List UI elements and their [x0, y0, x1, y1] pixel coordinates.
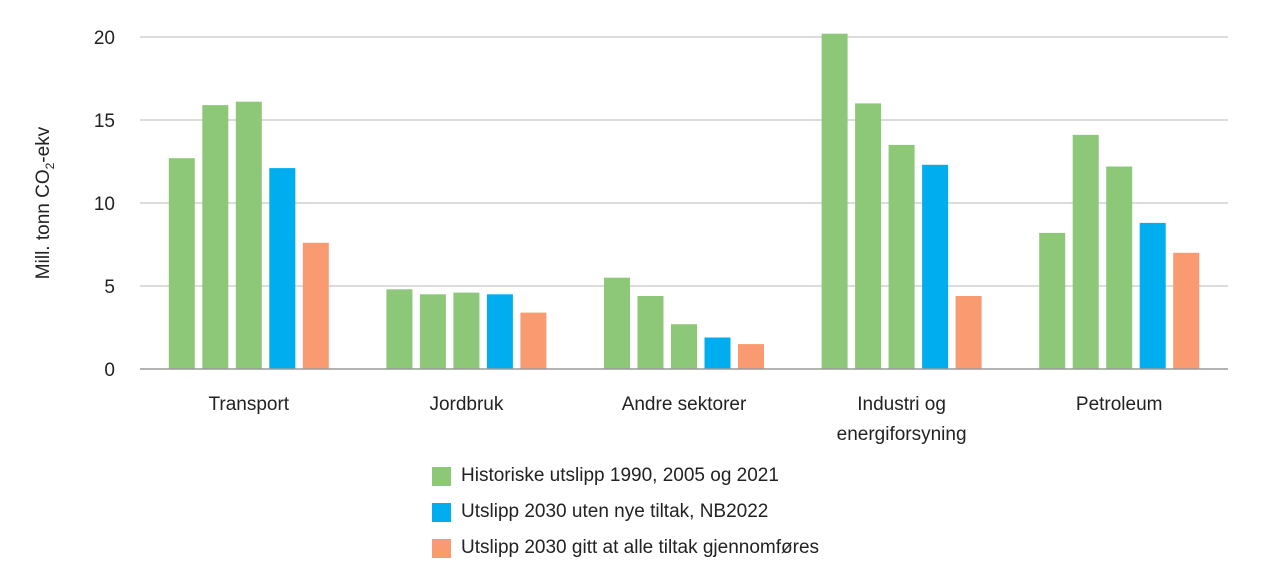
y-tick-label: 15 [94, 111, 115, 132]
bar [738, 344, 764, 369]
bar [486, 294, 513, 369]
bar [202, 105, 229, 369]
bars [168, 33, 1200, 370]
bar [302, 242, 329, 369]
bar [1072, 134, 1099, 369]
x-axis-category-labels: Transport Jordbruk Andre sektorer Industri … [208, 394, 1162, 445]
bar [520, 312, 547, 369]
legend-swatch-all-measures [432, 538, 451, 558]
x-category-label: Andre sektorer [622, 394, 747, 415]
y-tick-label: 10 [94, 194, 115, 215]
y-axis-title: Mill. tonn CO2-ekv [33, 126, 57, 279]
legend-swatch-no-new-measures [432, 502, 451, 522]
bar [419, 294, 446, 369]
bar [1173, 252, 1200, 369]
y-axis-title-suffix: -ekv [33, 126, 54, 162]
bar [637, 296, 664, 369]
bar [269, 168, 296, 369]
bar [386, 289, 413, 369]
y-tick-label: 0 [104, 360, 115, 381]
x-category-label: Jordbruk [429, 394, 503, 415]
legend-item-all-measures: Utslipp 2030 gitt at alle tiltak gjennom… [432, 530, 952, 566]
bar [1106, 166, 1133, 369]
bar [671, 324, 697, 369]
y-axis-title-subscript: 2 [43, 162, 57, 169]
legend-item-historical: Historiske utslipp 1990, 2005 og 2021 [432, 458, 952, 494]
bar [1139, 222, 1166, 369]
x-category-label: Transport [208, 394, 289, 415]
bar [453, 292, 480, 369]
bar [888, 144, 915, 369]
legend-item-no-new-measures: Utslipp 2030 uten nye tiltak, NB2022 [432, 494, 952, 530]
y-axis-tick-labels: 0 5 10 15 20 [94, 28, 115, 381]
legend-label-all-measures: Utslipp 2030 gitt at alle tiltak gjennom… [461, 537, 820, 558]
bar [168, 158, 195, 369]
legend-label-no-new-measures: Utslipp 2030 uten nye tiltak, NB2022 [461, 501, 769, 522]
x-category-label: Petroleum [1076, 394, 1163, 415]
y-tick-label: 20 [94, 28, 115, 49]
bar [235, 101, 262, 369]
bar [922, 164, 949, 369]
y-tick-label: 5 [104, 277, 115, 298]
bar [604, 277, 630, 369]
legend-swatch-historical [432, 466, 451, 486]
bar [855, 103, 882, 370]
bar [955, 296, 982, 369]
legend: Historiske utslipp 1990, 2005 og 2021 Ut… [432, 458, 952, 566]
bar [704, 337, 731, 369]
y-axis-title-prefix: Mill. tonn CO [33, 169, 54, 279]
x-category-label: Industri og energiforsyning [837, 394, 967, 445]
bar [1039, 232, 1066, 369]
legend-label-historical: Historiske utslipp 1990, 2005 og 2021 [461, 465, 779, 486]
bar [821, 33, 848, 369]
